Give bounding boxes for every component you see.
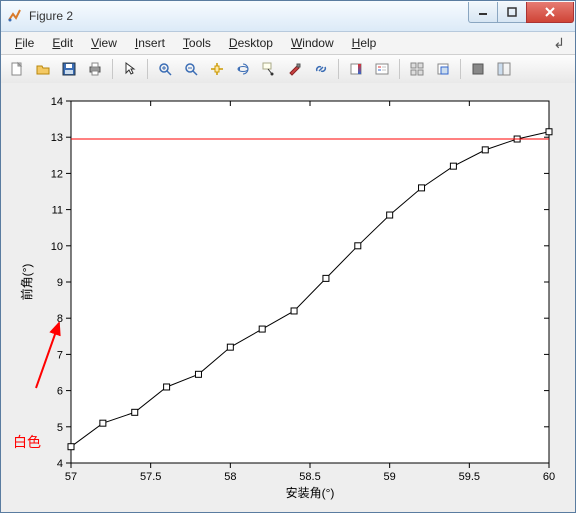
marker: [450, 163, 456, 169]
ytick-label: 12: [51, 168, 63, 180]
toolbar-separator: [147, 59, 148, 79]
pan-button[interactable]: [205, 57, 229, 81]
link-button[interactable]: [309, 57, 333, 81]
marker: [291, 308, 297, 314]
tile-button[interactable]: [405, 57, 429, 81]
marker: [195, 371, 201, 377]
marker: [387, 212, 393, 218]
menu-view[interactable]: View: [83, 34, 125, 52]
marker: [259, 326, 265, 332]
print-button[interactable]: [83, 57, 107, 81]
xtick-label: 58.5: [299, 471, 320, 483]
marker: [482, 147, 488, 153]
dock-button[interactable]: [492, 57, 516, 81]
toolbar-separator: [460, 59, 461, 79]
hide-button[interactable]: [466, 57, 490, 81]
ytick-label: 9: [57, 277, 63, 289]
new-button[interactable]: [5, 57, 29, 81]
toolbar-separator: [399, 59, 400, 79]
menubar: FileEditViewInsertToolsDesktopWindowHelp…: [1, 32, 575, 55]
save-button[interactable]: [57, 57, 81, 81]
xtick-label: 60: [543, 471, 555, 483]
ytick-label: 7: [57, 349, 63, 361]
window-controls: [469, 2, 574, 22]
legend-button[interactable]: [370, 57, 394, 81]
marker: [227, 344, 233, 350]
datacursor-button[interactable]: [257, 57, 281, 81]
menu-desktop[interactable]: Desktop: [221, 34, 281, 52]
zoom-out-button[interactable]: [179, 57, 203, 81]
colorbar-button[interactable]: [344, 57, 368, 81]
matlab-icon: [7, 8, 23, 24]
xtick-label: 57: [65, 471, 77, 483]
figure-window: Figure 2 FileEditViewInsertToolsDesktopW…: [0, 0, 576, 513]
xtick-label: 59: [384, 471, 396, 483]
pointer-button[interactable]: [118, 57, 142, 81]
ylabel: 前角(°): [19, 264, 34, 301]
menu-file[interactable]: File: [7, 34, 42, 52]
close-button[interactable]: [526, 2, 574, 23]
menu-edit[interactable]: Edit: [44, 34, 81, 52]
toolbar-separator: [338, 59, 339, 79]
marker: [355, 243, 361, 249]
xtick-label: 57.5: [140, 471, 161, 483]
float-button[interactable]: [431, 57, 455, 81]
marker: [68, 444, 74, 450]
menu-help[interactable]: Help: [344, 34, 385, 52]
window-title: Figure 2: [29, 9, 469, 23]
marker: [546, 129, 552, 135]
rotate3d-button[interactable]: [231, 57, 255, 81]
maximize-button[interactable]: [497, 2, 527, 23]
axes-box: [71, 101, 549, 463]
ytick-label: 4: [57, 458, 63, 470]
ytick-label: 14: [51, 96, 63, 108]
annotation-text: 白色: [13, 432, 41, 452]
zoom-in-button[interactable]: [153, 57, 177, 81]
menu-window[interactable]: Window: [283, 34, 342, 52]
xlabel: 安装角(°): [286, 485, 335, 500]
ytick-label: 13: [51, 132, 63, 144]
marker: [132, 409, 138, 415]
marker: [100, 420, 106, 426]
xtick-label: 59.5: [459, 471, 480, 483]
titlebar: Figure 2: [1, 1, 575, 32]
figure-canvas: 57 57.5 58 58.5 59 59.5 60 4 5 6 7 8 9 10 11 12 13 14 安装角(…: [1, 83, 575, 512]
ytick-label: 5: [57, 422, 63, 434]
ytick-label: 10: [51, 241, 63, 253]
open-button[interactable]: [31, 57, 55, 81]
ytick-label: 8: [57, 313, 63, 325]
menu-insert[interactable]: Insert: [127, 34, 173, 52]
brush-button[interactable]: [283, 57, 307, 81]
marker: [323, 275, 329, 281]
toolbar-separator: [112, 59, 113, 79]
toolbar: [1, 55, 575, 84]
marker: [164, 384, 170, 390]
minimize-button[interactable]: [468, 2, 498, 23]
menu-overflow-icon[interactable]: ↲: [553, 35, 569, 52]
ytick-label: 6: [57, 386, 63, 398]
menu-tools[interactable]: Tools: [175, 34, 219, 52]
xtick-label: 58: [224, 471, 236, 483]
axes: 57 57.5 58 58.5 59 59.5 60 4 5 6 7 8 9 10 11 12 13 14 安装角(…: [1, 83, 575, 512]
ytick-label: 11: [52, 205, 63, 217]
marker: [419, 185, 425, 191]
